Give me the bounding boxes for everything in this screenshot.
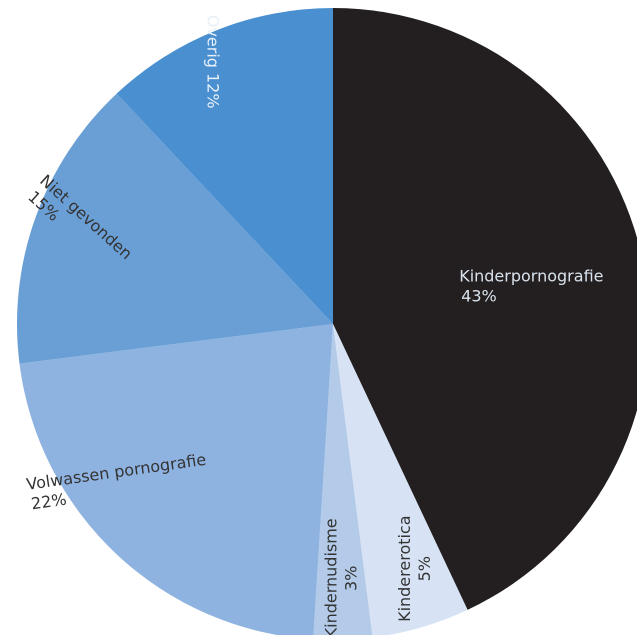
- slice-label-percent: 43%: [461, 286, 497, 305]
- pie-slice-overig: [116, 8, 334, 324]
- slice-label-kindererotica: Kindererotica5%: [395, 515, 434, 621]
- slice-label-percent: 22%: [30, 490, 68, 514]
- slice-label-name: Kindernudisme: [322, 518, 341, 635]
- slice-label-kinderpornografie: Kinderpornografie 43%: [459, 266, 603, 305]
- slice-label-name: Kindererotica: [395, 515, 414, 621]
- pie-slice-niet-gevonden: [17, 93, 334, 364]
- slice-label-kindernudisme: Kindernudisme3%: [322, 518, 361, 635]
- slice-label-overig: Overig 12%: [203, 15, 222, 109]
- slice-label-percent: 3%: [342, 566, 361, 591]
- slice-label-name: Overig 12%: [203, 15, 222, 109]
- pie-slice-kinderpornografie: [333, 8, 637, 610]
- slice-label-name: Kinderpornografie: [459, 266, 603, 285]
- pie-slice-kindererotica: [333, 324, 468, 635]
- slice-label-percent: 5%: [415, 556, 434, 581]
- pie-slice-kindernudisme: [313, 324, 373, 635]
- pie-slice-volwassen-pornografie: [19, 324, 333, 635]
